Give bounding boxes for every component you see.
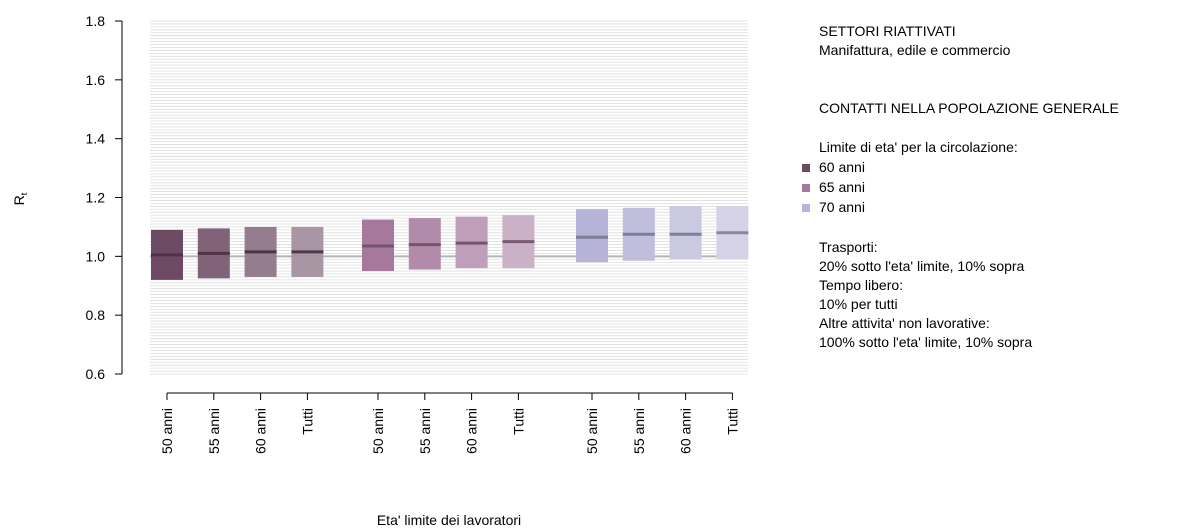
y-axis: 0.6 0.8 1.0 1.2 1.4 1.6 1.8 bbox=[86, 13, 123, 382]
legend-note-0: Trasporti: bbox=[819, 239, 878, 255]
x-tick-label: Tutti bbox=[299, 408, 315, 435]
x-tick-label: 55 anni bbox=[631, 408, 647, 454]
x-tick-label: 50 anni bbox=[584, 408, 600, 454]
y-tick-label: 1.0 bbox=[86, 248, 106, 264]
y-tick-label: 1.4 bbox=[86, 131, 106, 147]
legend-title-contacts: CONTATTI NELLA POPOLAZIONE GENERALE bbox=[819, 100, 1119, 116]
x-tick-label: 60 anni bbox=[678, 408, 694, 454]
y-tick-label: 0.8 bbox=[86, 307, 106, 323]
x-axis-label: Eta' limite dei lavoratori bbox=[377, 512, 521, 528]
legend-label-65: 65 anni bbox=[819, 179, 865, 195]
x-tick-label: 55 anni bbox=[206, 408, 222, 454]
x-tick-label: Tutti bbox=[724, 408, 740, 435]
boxes bbox=[151, 206, 749, 280]
x-tick-label: 50 anni bbox=[370, 408, 386, 454]
legend-subtitle-sectors: Manifattura, edile e commercio bbox=[819, 42, 1011, 58]
y-tick-label: 1.2 bbox=[86, 190, 106, 206]
legend-swatch-65 bbox=[802, 184, 810, 192]
legend-title-sectors: SETTORI RIATTIVATI bbox=[819, 23, 956, 39]
legend-note-1: 20% sotto l'eta' limite, 10% sopra bbox=[819, 258, 1025, 274]
chart: 0.6 0.8 1.0 1.2 1.4 1.6 1.8 50 anni 55 anni 60 a… bbox=[11, 13, 749, 528]
y-axis-label: Rt bbox=[11, 192, 29, 205]
legend-swatch-70 bbox=[802, 204, 810, 212]
legend-label-70: 70 anni bbox=[819, 199, 865, 215]
legend-note-5: 100% sotto l'eta' limite, 10% sopra bbox=[819, 334, 1033, 350]
legend-swatch-60 bbox=[802, 164, 810, 172]
legend-note-4: Altre attivita' non lavorative: bbox=[819, 315, 990, 331]
x-tick-label: 60 anni bbox=[464, 408, 480, 454]
legend-limit-label: Limite di eta' per la circolazione: bbox=[819, 139, 1018, 155]
y-tick-label: 0.6 bbox=[86, 366, 106, 382]
x-tick-label: 55 anni bbox=[417, 408, 433, 454]
grid-lines bbox=[150, 20, 748, 375]
y-tick-label: 1.8 bbox=[86, 13, 106, 29]
y-tick-label: 1.6 bbox=[86, 72, 106, 88]
x-tick-label: 50 anni bbox=[159, 408, 175, 454]
x-tick-label: Tutti bbox=[510, 408, 526, 435]
legend-note-2: Tempo libero: bbox=[819, 277, 904, 293]
x-axis: 50 anni 55 anni 60 anni Tutti 50 anni 55 anni… bbox=[159, 392, 740, 454]
x-tick-label: 60 anni bbox=[253, 408, 269, 454]
legend-note-3: 10% per tutti bbox=[819, 296, 898, 312]
legend-label-60: 60 anni bbox=[819, 159, 865, 175]
